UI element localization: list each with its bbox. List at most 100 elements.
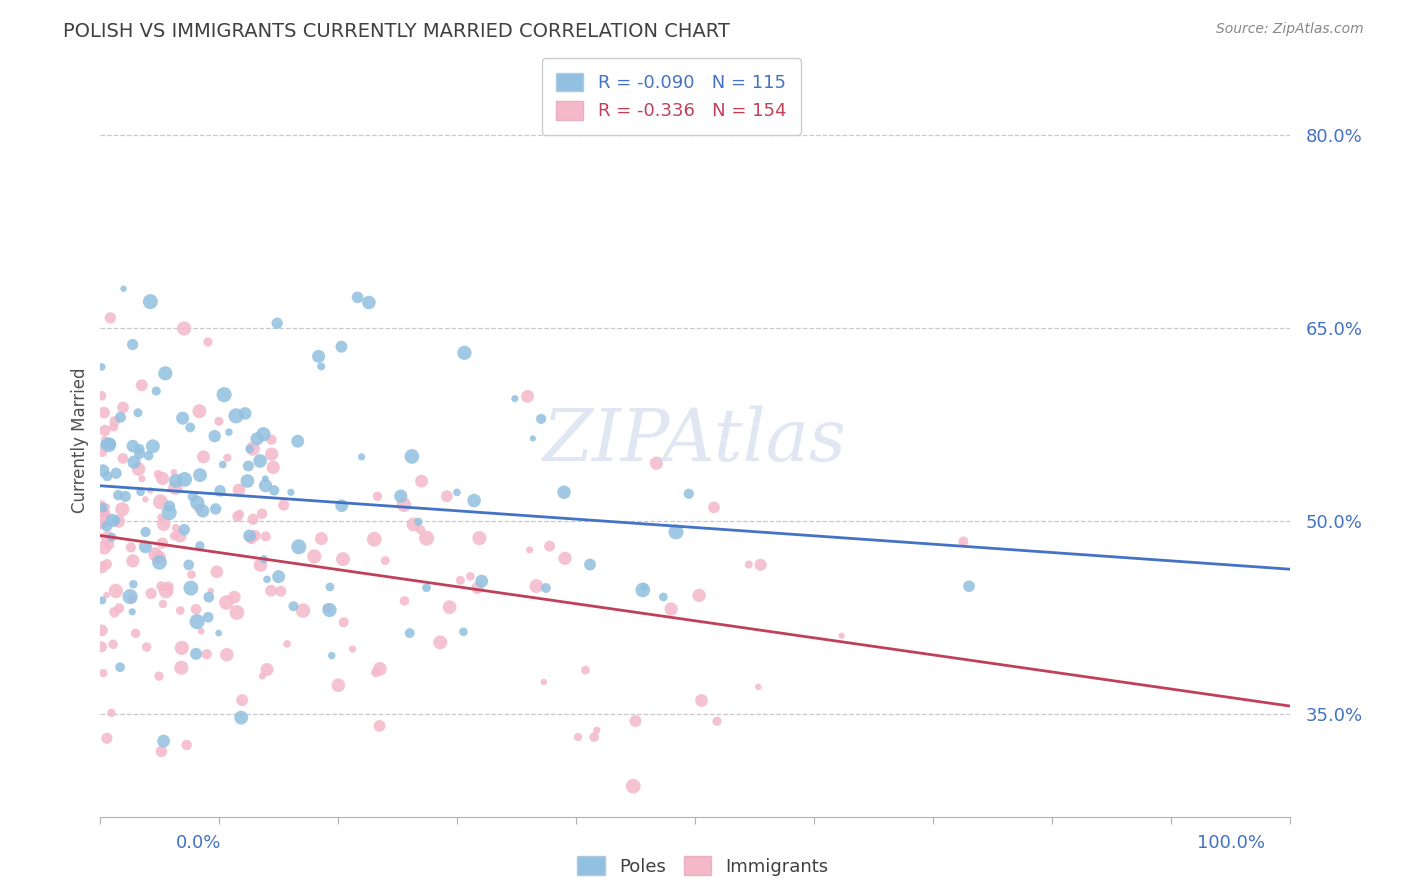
Point xyxy=(98,310,121,325)
Point xyxy=(242,442,264,456)
Point xyxy=(260,583,283,598)
Point xyxy=(152,517,174,532)
Point xyxy=(91,560,114,574)
Point xyxy=(952,534,974,549)
Point xyxy=(439,600,461,615)
Point xyxy=(415,581,437,595)
Point xyxy=(321,648,343,663)
Point xyxy=(149,495,172,509)
Point xyxy=(180,581,202,595)
Point xyxy=(169,603,191,617)
Point xyxy=(112,282,135,296)
Point xyxy=(105,467,128,481)
Point xyxy=(104,513,127,527)
Point xyxy=(93,406,115,420)
Point xyxy=(197,334,219,349)
Point xyxy=(231,711,253,725)
Point xyxy=(197,610,219,624)
Point xyxy=(471,574,494,589)
Point xyxy=(91,464,114,478)
Point xyxy=(253,552,276,566)
Point xyxy=(350,450,373,464)
Point xyxy=(184,647,207,661)
Point xyxy=(155,367,177,381)
Point xyxy=(703,500,725,515)
Point xyxy=(170,640,193,655)
Point xyxy=(280,485,302,500)
Point xyxy=(111,401,134,415)
Point xyxy=(240,532,263,546)
Point xyxy=(330,340,353,354)
Point xyxy=(145,384,167,398)
Point xyxy=(173,523,195,537)
Point xyxy=(283,599,305,614)
Point xyxy=(103,420,125,434)
Point xyxy=(453,346,475,360)
Point xyxy=(633,580,655,594)
Point xyxy=(319,580,342,594)
Point xyxy=(128,462,150,476)
Point xyxy=(270,584,292,599)
Point xyxy=(276,637,298,651)
Point xyxy=(346,290,368,304)
Point xyxy=(332,615,354,630)
Point xyxy=(553,485,575,500)
Text: ZIPAtlas: ZIPAtlas xyxy=(543,405,846,475)
Point xyxy=(197,590,219,604)
Point xyxy=(652,590,675,604)
Point xyxy=(228,483,250,497)
Point xyxy=(186,496,208,510)
Point xyxy=(131,378,153,392)
Point xyxy=(122,554,145,568)
Point xyxy=(91,517,114,532)
Point xyxy=(104,583,127,598)
Point xyxy=(332,552,354,566)
Point xyxy=(179,420,201,434)
Point xyxy=(152,734,174,748)
Point xyxy=(205,565,228,579)
Text: Source: ZipAtlas.com: Source: ZipAtlas.com xyxy=(1216,22,1364,37)
Point xyxy=(90,359,112,374)
Point xyxy=(690,693,713,707)
Point xyxy=(96,531,118,545)
Point xyxy=(111,502,134,516)
Point xyxy=(187,501,209,516)
Point xyxy=(394,594,416,608)
Point xyxy=(122,439,145,453)
Point xyxy=(165,474,187,488)
Point xyxy=(254,529,277,543)
Point xyxy=(363,533,385,547)
Point xyxy=(645,456,668,470)
Point xyxy=(224,590,246,604)
Text: POLISH VS IMMIGRANTS CURRENTLY MARRIED CORRELATION CHART: POLISH VS IMMIGRANTS CURRENTLY MARRIED C… xyxy=(63,22,730,41)
Point xyxy=(93,506,115,520)
Point xyxy=(585,723,607,738)
Point xyxy=(111,451,134,466)
Point xyxy=(242,512,264,526)
Point xyxy=(97,438,120,452)
Point xyxy=(93,433,115,447)
Point xyxy=(101,514,124,528)
Point xyxy=(139,294,162,309)
Point xyxy=(96,500,118,514)
Point xyxy=(107,488,129,502)
Point xyxy=(519,543,541,558)
Point xyxy=(90,389,112,403)
Point xyxy=(287,434,309,449)
Point xyxy=(173,321,195,335)
Point xyxy=(266,316,288,330)
Point xyxy=(181,490,204,504)
Point xyxy=(91,666,114,681)
Point xyxy=(254,478,277,492)
Point xyxy=(621,779,644,793)
Point xyxy=(209,483,232,498)
Point xyxy=(142,439,165,453)
Point xyxy=(260,447,283,461)
Point xyxy=(159,499,181,513)
Point xyxy=(91,513,114,527)
Point xyxy=(231,693,253,707)
Point xyxy=(252,427,274,442)
Point xyxy=(583,730,606,744)
Point xyxy=(188,468,211,483)
Point xyxy=(446,485,468,500)
